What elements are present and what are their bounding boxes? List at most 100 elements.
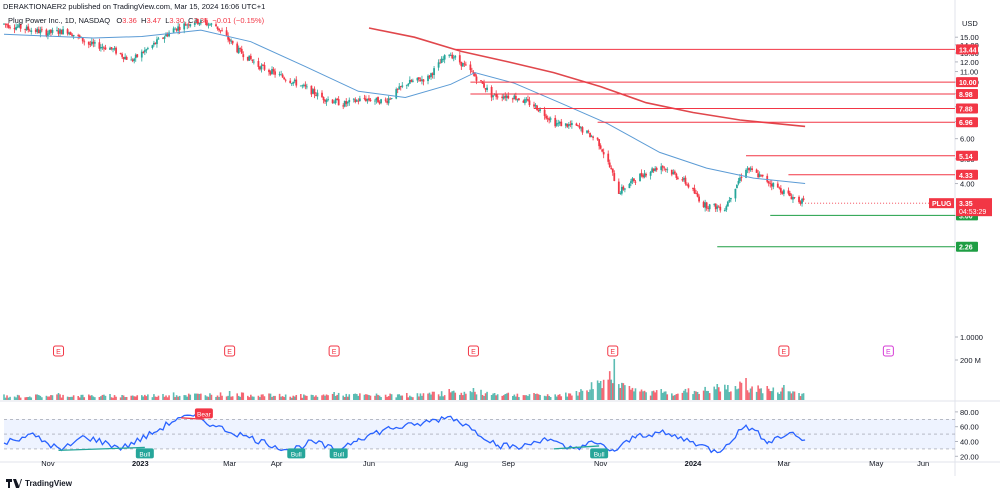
volume-bar: [156, 396, 158, 400]
candle-body: [725, 206, 728, 210]
legend-open-label: O: [116, 16, 123, 25]
volume-bar: [209, 393, 211, 400]
candle-body: [305, 86, 308, 88]
volume-bar: [675, 394, 678, 400]
volume-bar: [480, 389, 482, 400]
time-axis-label: Nov: [594, 459, 608, 468]
volume-bar: [60, 397, 63, 400]
volume-bar: [248, 397, 251, 400]
candle-body: [746, 168, 749, 170]
volume-bar: [787, 391, 790, 400]
candle-body: [463, 63, 466, 65]
candle-body: [47, 33, 49, 37]
volume-bar: [6, 395, 8, 400]
volume-bar: [465, 393, 467, 400]
candle-body: [59, 29, 61, 34]
volume-bar: [389, 393, 391, 400]
volume-bar: [39, 395, 42, 400]
volume-bar: [375, 393, 378, 400]
candle-body: [225, 30, 228, 36]
candle-body: [431, 73, 434, 76]
volume-bar: [62, 394, 64, 400]
earnings-marker-label: E: [56, 349, 61, 356]
volume-bar: [613, 359, 616, 400]
candle-body: [483, 83, 485, 88]
candle-body: [18, 24, 21, 28]
candle-body: [69, 32, 72, 35]
candle-body: [113, 48, 116, 50]
candle-body: [602, 152, 605, 155]
volume-bar: [639, 391, 641, 400]
last-price-symbol-badge: [929, 198, 954, 209]
volume-bar: [437, 394, 440, 400]
candle-body: [492, 95, 495, 97]
candle-body: [207, 24, 210, 26]
candle-body: [496, 96, 499, 98]
candle-body: [78, 35, 81, 38]
volume-bar: [378, 395, 381, 400]
level-label-10.00: 10.00: [959, 80, 977, 87]
candle-body: [558, 122, 561, 124]
candle-body: [352, 98, 355, 100]
candle-body: [103, 47, 105, 49]
candle-body: [543, 109, 546, 116]
volume-bar: [218, 396, 220, 400]
candle-body: [345, 101, 348, 104]
candle-body: [189, 24, 192, 27]
candle-body: [507, 95, 510, 99]
candle-body: [596, 137, 599, 140]
candle-body: [336, 98, 339, 100]
candle-body: [745, 169, 747, 178]
legend-low-label: L: [165, 16, 170, 25]
candle-body: [751, 168, 753, 170]
volume-bar: [130, 395, 133, 400]
candle-body: [40, 29, 43, 31]
volume-bar: [16, 394, 19, 400]
volume-bar: [649, 395, 652, 400]
volume-bar: [569, 393, 572, 400]
last-price-value: 3.35: [959, 201, 973, 208]
volume-bar: [346, 396, 349, 400]
candle-body: [687, 184, 690, 188]
volume-bar: [737, 388, 740, 400]
candle-body: [163, 36, 166, 39]
volume-bar: [115, 396, 117, 400]
volume-bar: [560, 396, 563, 400]
candle-body: [740, 177, 743, 178]
volume-bar: [589, 389, 591, 400]
volume-bar: [599, 380, 602, 400]
volume-bar: [36, 394, 39, 400]
rsi-tick-label: 80.00: [960, 408, 979, 417]
publisher-header: DERAKTIONAER2 published on TradingView.c…: [3, 2, 266, 11]
volume-bar: [237, 395, 240, 400]
volume-bar: [793, 391, 796, 400]
candle-body: [115, 47, 117, 54]
volume-bar: [663, 391, 666, 400]
volume-bar: [345, 393, 348, 400]
candle-body: [227, 35, 230, 40]
candle-body: [587, 131, 590, 133]
volume-bar: [239, 396, 242, 400]
candle-body: [271, 69, 273, 74]
candle-body: [146, 48, 149, 49]
candle-body: [240, 48, 243, 54]
symbol-legend: Plug Power Inc., 1D, NASDAQ O3.36 H3.47 …: [8, 16, 264, 25]
tradingview-logo-icon: [6, 479, 22, 488]
volume-bar: [77, 396, 80, 400]
time-axis-label: Jun: [363, 459, 375, 468]
candle-body: [672, 172, 675, 174]
volume-bar: [713, 386, 716, 400]
volume-bar: [555, 396, 558, 400]
candle-body: [121, 53, 124, 57]
volume-axis-label: 200 M: [960, 356, 981, 365]
volume-bar: [81, 394, 84, 400]
candle-body: [734, 188, 737, 199]
candle-body: [281, 74, 284, 78]
candle-body: [545, 115, 548, 119]
candle-body: [7, 24, 10, 28]
volume-bar: [230, 396, 232, 400]
candle-body: [6, 24, 8, 26]
candle-body: [589, 132, 591, 138]
volume-bar: [187, 393, 190, 400]
